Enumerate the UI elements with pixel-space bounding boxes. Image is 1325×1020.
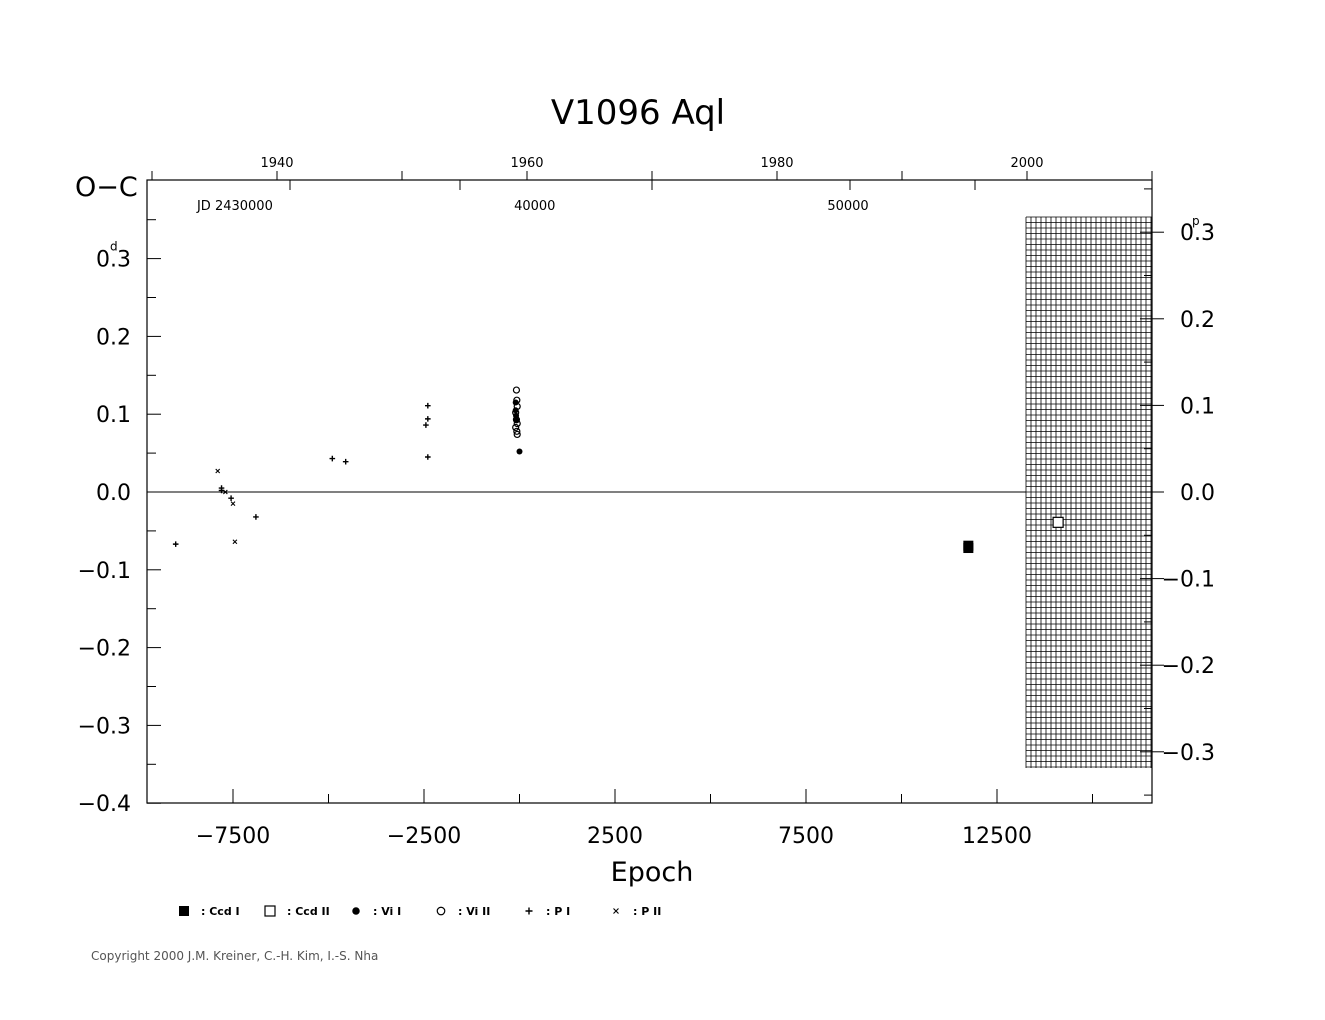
y-tick-label: 0.0	[96, 481, 131, 506]
jd-label: 40000	[514, 199, 555, 214]
y2-tick-label: −0.1	[1162, 568, 1215, 593]
axis-labels: 0.30.20.10.0−0.1−0.2−0.3−0.4d0.30.20.10.…	[78, 156, 1215, 849]
data-point	[512, 423, 520, 432]
data-point	[215, 468, 221, 474]
y-tick-label: −0.3	[78, 714, 131, 739]
y2-tick-label: 0.2	[1180, 308, 1215, 333]
data-point	[423, 422, 429, 428]
top-year-label: 1940	[260, 156, 293, 171]
data-point	[436, 906, 446, 916]
y2-tick-label: −0.3	[1162, 741, 1215, 766]
x-axis-title: Epoch	[611, 857, 694, 888]
data-point	[425, 402, 431, 409]
legend-label: : Vi I	[373, 905, 401, 918]
data-point	[525, 907, 533, 915]
x-tick-label: 12500	[962, 824, 1032, 849]
y2-tick-label: 0.1	[1180, 394, 1215, 419]
data-point	[1052, 516, 1064, 528]
axis-ticks	[147, 171, 1164, 804]
data-point	[228, 495, 234, 502]
x-tick-label: −2500	[387, 824, 461, 849]
y2-tick-label: 0.0	[1180, 481, 1215, 506]
data-point	[513, 419, 521, 428]
data-point	[264, 905, 276, 917]
y-unit-mark: d	[110, 240, 118, 254]
legend-label: : Ccd II	[287, 905, 330, 918]
data-point	[352, 907, 360, 915]
legend-label: : Vi II	[458, 905, 490, 918]
y2-tick-label: −0.2	[1162, 654, 1215, 679]
jd-label: 50000	[827, 199, 868, 214]
y-tick-label: 0.2	[96, 325, 131, 350]
data-point	[512, 407, 519, 414]
data-point	[253, 514, 259, 520]
data-point	[172, 541, 179, 547]
y2-tick-label: 0.3	[1180, 221, 1215, 246]
y-tick-label: 0.1	[96, 403, 131, 428]
legend-label: : Ccd I	[201, 905, 240, 918]
y-tick-label: −0.1	[78, 559, 131, 584]
data-point	[963, 543, 974, 554]
data-point	[179, 906, 189, 916]
data-point	[516, 448, 523, 455]
x-tick-label: 2500	[587, 824, 643, 849]
data-point	[512, 416, 521, 424]
data-marks	[172, 386, 1064, 554]
jd-label: JD 2430000	[196, 199, 273, 214]
data-point	[425, 416, 431, 422]
data-point	[513, 430, 521, 439]
data-point	[512, 386, 521, 394]
legend: : Ccd I : Ccd II : Vi I : Vi II : P I : P II	[179, 905, 661, 918]
legend-label: : P II	[633, 905, 661, 918]
y-tick-label: −0.4	[78, 792, 131, 817]
top-year-label: 1980	[760, 156, 793, 171]
legend-label: : P I	[546, 905, 570, 918]
y2-unit-mark: p	[1192, 214, 1200, 228]
y-axis-title: O−C	[75, 172, 138, 203]
data-point	[230, 501, 236, 507]
data-point	[329, 455, 336, 462]
data-point	[232, 539, 238, 545]
top-year-label: 1960	[510, 156, 543, 171]
x-tick-label: −7500	[196, 824, 270, 849]
data-point	[222, 489, 228, 495]
data-point	[425, 454, 431, 460]
y-tick-label: −0.2	[78, 637, 131, 662]
data-point	[512, 409, 520, 417]
data-point	[342, 458, 349, 465]
chart-title: V1096 Aql	[551, 93, 725, 133]
copyright-text: Copyright 2000 J.M. Kreiner, C.-H. Kim, …	[91, 949, 379, 963]
top-year-label: 2000	[1010, 156, 1043, 171]
x-tick-label: 7500	[778, 824, 834, 849]
hatched-panel	[1025, 216, 1152, 768]
y-tick-label: 0.3	[96, 248, 131, 273]
data-point	[513, 427, 521, 435]
data-point	[613, 908, 619, 914]
